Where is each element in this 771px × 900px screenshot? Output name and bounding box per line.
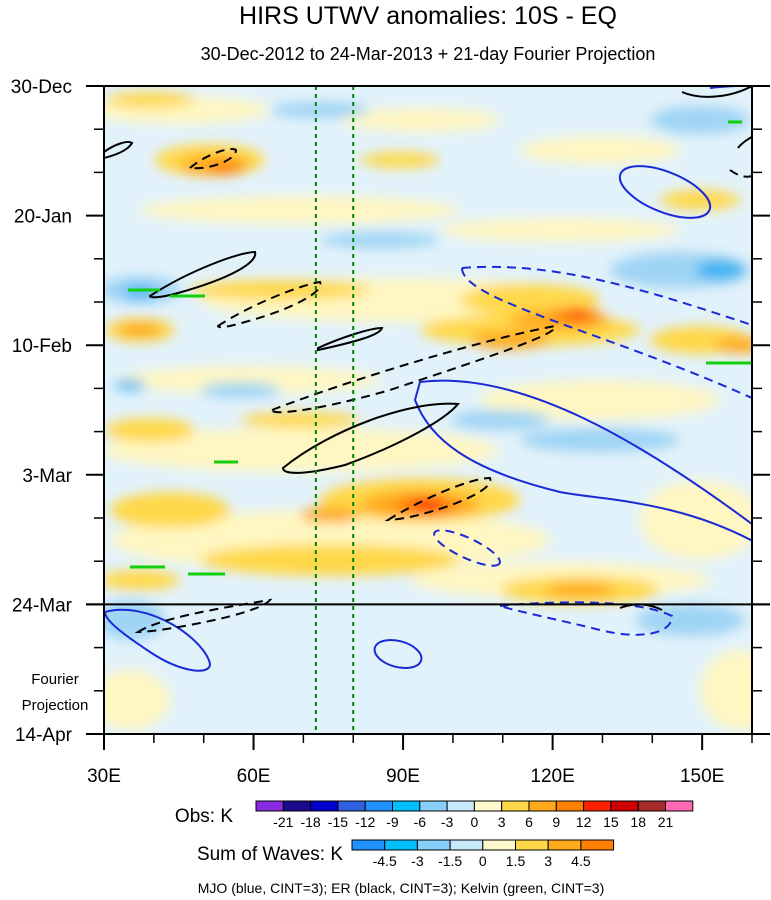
colorbar-box (392, 800, 421, 812)
reference-longitude-lines (314, 86, 355, 734)
colorbar-label: 0 (471, 814, 479, 830)
x-tick-label: 30E (87, 766, 121, 787)
chart-title: HIRS UTWV anomalies: 10S - EQ (239, 2, 617, 30)
chart-subtitle: 30-Dec-2012 to 24-Mar-2013 + 21-day Four… (201, 44, 656, 64)
colorbar-box (337, 800, 366, 812)
colorbar-box (419, 800, 448, 812)
x-axis: 30E 60E 90E 120E 150E (87, 734, 753, 787)
projection-label-line2: Projection (22, 697, 89, 714)
waves-colorbar-label: Sum of Waves: K (197, 844, 343, 865)
plot-area (104, 86, 752, 734)
colorbar-box (555, 800, 585, 812)
colorbar-box (351, 839, 386, 851)
colorbar-label: 3 (544, 853, 552, 869)
y-tick-label: 24-Mar (12, 595, 73, 616)
x-tick-label: 120E (530, 766, 574, 787)
colorbar-label: 12 (576, 814, 592, 830)
colorbar-box (446, 800, 475, 812)
colorbar-label: -4.5 (373, 853, 397, 869)
plot-frame (103, 85, 753, 735)
colorbar-label: -3 (441, 814, 454, 830)
colorbar-box (547, 839, 582, 851)
y-tick-label: 3-Mar (22, 466, 72, 487)
colorbar-label: 21 (658, 814, 674, 830)
colorbar-box (665, 800, 694, 812)
colorbar-label: 0 (479, 853, 487, 869)
kelvin-contours (128, 120, 752, 576)
colorbar-label: -18 (300, 814, 320, 830)
y-tick-label: 14-Apr (15, 725, 73, 746)
colorbar-label: 1.5 (506, 853, 526, 869)
projection-label-line1: Fourier (31, 671, 79, 688)
colorbar-box (610, 800, 639, 812)
colorbar-label: 6 (525, 814, 533, 830)
colorbar-box (449, 839, 484, 851)
x-tick-label: 90E (386, 766, 420, 787)
colorbar-label: -21 (273, 814, 293, 830)
colorbar-label: -1.5 (438, 853, 462, 869)
er-negative-contours (134, 148, 752, 634)
colorbar-box (364, 800, 394, 812)
colorbar-box (580, 839, 615, 851)
mjo-contours (104, 86, 752, 672)
er-contours (104, 86, 752, 611)
y-tick-label: 20-Jan (14, 207, 72, 228)
colorbar-box (282, 800, 312, 812)
obs-colorbar-label: Obs: K (175, 806, 233, 827)
colorbar-box (501, 800, 530, 812)
colorbar-box (515, 839, 549, 851)
colorbar-label: 4.5 (571, 853, 591, 869)
colorbar-box (583, 800, 612, 812)
colorbar-label: 15 (603, 814, 619, 830)
colorbar-box (255, 800, 284, 812)
colorbar-box (310, 800, 339, 812)
x-tick-label: 150E (680, 766, 724, 787)
colorbar-box (528, 800, 557, 812)
wave-legend-text: MJO (blue, CINT=3); ER (black, CINT=3); … (198, 880, 605, 896)
obs-colorbar: -21 -18 -15 -12 -9 -6 -3 0 3 6 9 12 15 18 21 (255, 800, 694, 830)
mjo-negative-contours (433, 265, 752, 636)
colorbar-label: 18 (630, 814, 646, 830)
waves-colorbar: -4.5 -3 -1.5 0 1.5 3 4.5 (351, 839, 615, 869)
colorbar-label: 3 (498, 814, 506, 830)
colorbar-box (473, 800, 503, 812)
colorbar-box (637, 800, 667, 812)
colorbar-label: -12 (355, 814, 375, 830)
y-tick-label: 10-Feb (12, 336, 72, 357)
colorbar-box (482, 839, 516, 851)
colorbar-label: -15 (328, 814, 348, 830)
x-tick-label: 60E (237, 766, 271, 787)
colorbar-label: -6 (414, 814, 427, 830)
anomaly-field (104, 92, 752, 730)
colorbar-label: -3 (411, 853, 424, 869)
y-tick-label: 30-Dec (11, 77, 72, 98)
colorbar-box (384, 839, 418, 851)
y-axis: 30-Dec 20-Jan 10-Feb 3-Mar 24-Mar 14-Apr (11, 77, 770, 746)
colorbar-box (416, 839, 451, 851)
colorbar-label: -9 (386, 814, 399, 830)
colorbar-label: 9 (552, 814, 560, 830)
